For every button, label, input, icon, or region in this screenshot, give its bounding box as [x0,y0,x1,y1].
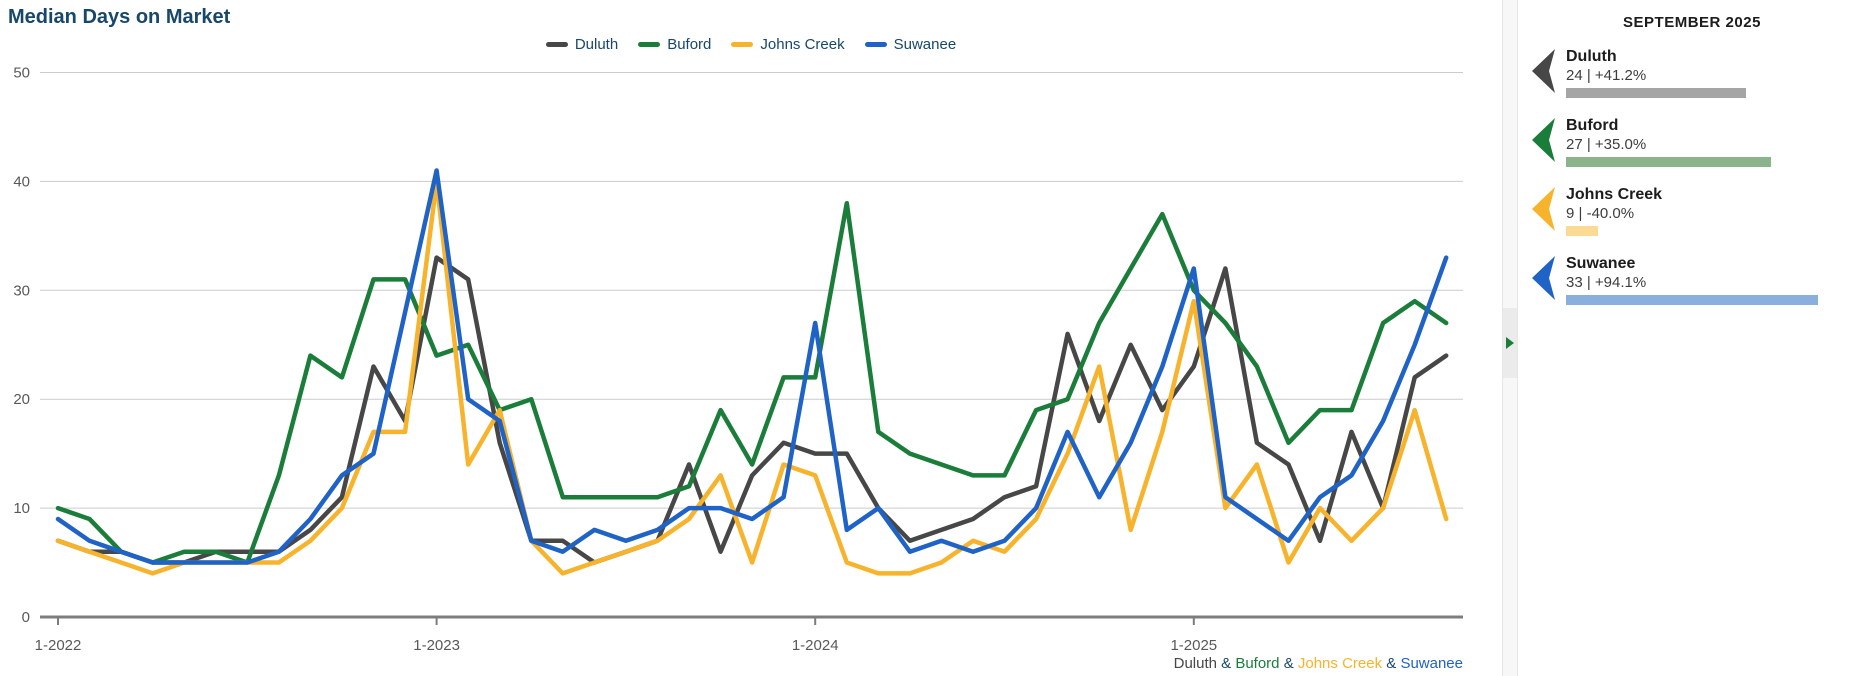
legend-item-buford[interactable]: Buford [638,36,711,53]
sidebar-entry-buford: Buford 27 | +35.0% [1530,116,1854,167]
sidebar-entry-duluth: Duluth 24 | +41.2% [1530,47,1854,98]
legend-swatch-icon [731,42,754,47]
x-axis-label-1-2024: 1-2024 [792,637,839,654]
sidebar-entry-bar [1566,295,1818,305]
sidebar-entry-bar [1566,157,1771,167]
series-line-duluth [55,255,1449,565]
series-line-johns-creek [55,179,1449,576]
sidebar-entry-name: Johns Creek [1566,186,1663,203]
legend-swatch-icon [864,42,887,47]
legend-label: Suwanee [893,36,957,53]
footer-series-name: & [1279,655,1298,672]
sidebar-entry-johns-creek: Johns Creek 9 | -40.0% [1530,185,1854,236]
series-line-buford [55,200,1449,565]
x-axis-label-1-2025: 1-2025 [1170,637,1217,654]
sidebar-entry-bar [1566,226,1598,236]
legend-item-duluth[interactable]: Duluth [545,36,619,53]
footer-series-name: Buford [1235,655,1280,672]
legend-swatch-icon [545,42,568,47]
legend-label: Duluth [574,36,619,53]
sidebar-entries: Duluth 24 | +41.2% Buford 27 | +35.0% Johns … [1530,47,1854,305]
sidebar-entry-name: Buford [1566,117,1619,134]
sidebar-entry-bar [1566,88,1746,98]
sidebar-entry-name: Suwanee [1566,255,1636,272]
legend-swatch-icon [638,42,661,47]
sidebar-entry-name: Duluth [1566,48,1617,65]
chart-legend: Duluth Buford Johns Creek Suwanee [0,36,1502,53]
left-arrow-icon [1532,118,1555,162]
footer-series-name: Suwanee [1400,655,1463,672]
y-axis-label-10: 10 [13,500,30,517]
x-axis-label-1-2022: 1-2022 [35,637,82,654]
footer-series-name: & [1216,655,1236,672]
sidebar-collapse-handle[interactable] [1503,308,1517,378]
expand-right-icon [1506,337,1514,349]
left-arrow-icon [1532,256,1555,300]
footer-series-name: Duluth [1173,655,1217,672]
legend-label: Johns Creek [760,36,845,53]
legend-item-johns-creek[interactable]: Johns Creek [731,36,845,53]
summary-sidebar: SEPTEMBER 2025 Duluth 24 | +41.2% Buford 27… [1518,0,1854,676]
line-chart: 0 10 20 30 40 50 1-2022 1-2023 1-2024 1-2025 [13,65,1463,654]
panel-divider [1502,0,1518,676]
series-line-suwanee [55,168,1449,565]
y-axis-label-20: 20 [13,391,30,408]
y-axis-label-0: 0 [22,609,30,626]
chart-footer-series-list: Duluth & Buford & Johns Creek & Suwanee [1174,655,1463,672]
sidebar-entry-suwanee: Suwanee 33 | +94.1% [1530,254,1854,305]
y-axis-label-50: 50 [13,65,30,82]
footer-series-name: Johns Creek [1297,655,1383,672]
y-axis-label-40: 40 [13,173,30,190]
left-arrow-icon [1532,49,1555,93]
chart-panel: Median Days on Market Duluth Buford Johns … [0,6,1502,672]
chart-title: Median Days on Market [8,6,231,28]
sidebar-entry-value: 27 | +35.0% [1566,136,1647,153]
footer-series-name: & [1382,655,1401,672]
x-axis-label-1-2023: 1-2023 [413,637,460,654]
sidebar-entry-value: 33 | +94.1% [1566,274,1647,291]
y-axis-label-30: 30 [13,282,30,299]
legend-item-suwanee[interactable]: Suwanee [864,36,957,53]
left-arrow-icon [1532,187,1555,231]
sidebar-entry-value: 9 | -40.0% [1566,205,1635,222]
sidebar-entry-value: 24 | +41.2% [1566,67,1647,84]
sidebar-month-title: SEPTEMBER 2025 [1623,14,1761,31]
legend-label: Buford [667,36,712,53]
